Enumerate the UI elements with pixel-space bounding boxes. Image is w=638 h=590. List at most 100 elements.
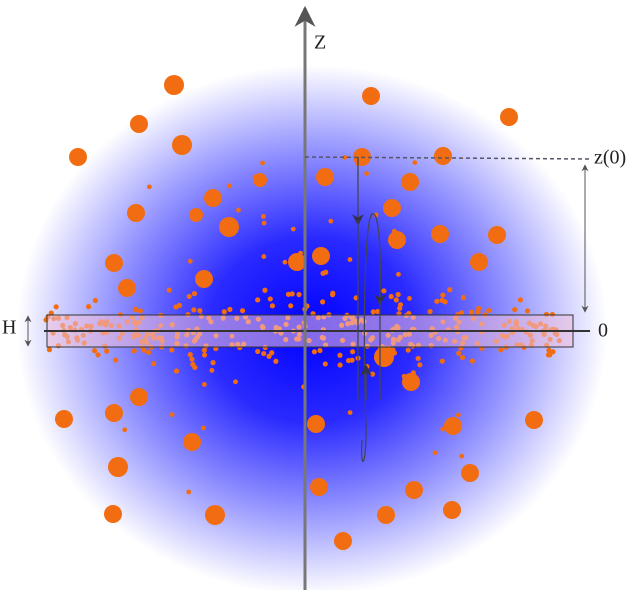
star <box>410 370 416 376</box>
star <box>130 115 148 133</box>
star <box>236 207 241 213</box>
star <box>255 348 261 355</box>
star <box>500 108 518 126</box>
star <box>233 379 238 385</box>
star <box>342 155 348 160</box>
star <box>498 347 504 353</box>
star <box>388 293 394 300</box>
star <box>432 450 438 456</box>
star <box>316 168 334 186</box>
star <box>461 464 479 482</box>
star <box>443 501 461 519</box>
star <box>267 296 273 302</box>
star <box>95 352 101 358</box>
star <box>186 293 192 300</box>
star <box>350 349 356 355</box>
star <box>195 270 213 288</box>
star <box>197 308 203 314</box>
star <box>191 291 198 297</box>
star <box>201 352 208 358</box>
star <box>48 310 54 316</box>
star <box>55 410 73 428</box>
star <box>92 297 98 304</box>
star <box>131 348 137 354</box>
star <box>183 433 201 451</box>
star <box>374 347 394 367</box>
star <box>313 426 318 432</box>
star <box>337 362 343 368</box>
star <box>104 505 122 523</box>
star <box>273 358 279 364</box>
star <box>91 348 98 354</box>
star <box>288 253 306 271</box>
star <box>374 355 380 362</box>
star <box>391 228 397 234</box>
star <box>261 254 267 259</box>
star <box>311 349 318 355</box>
star <box>330 292 336 298</box>
star <box>204 189 222 207</box>
star <box>312 247 330 265</box>
star <box>370 309 376 315</box>
star <box>255 297 261 303</box>
star <box>288 303 294 309</box>
star <box>108 457 128 477</box>
star <box>269 303 276 309</box>
star <box>439 297 445 303</box>
star <box>375 308 381 315</box>
star <box>369 371 376 377</box>
h-label: H <box>2 317 16 339</box>
star <box>151 361 157 367</box>
star <box>200 425 206 431</box>
star <box>431 225 449 243</box>
star <box>546 347 552 353</box>
star <box>310 478 328 496</box>
star <box>307 415 325 433</box>
star <box>262 287 268 293</box>
star <box>347 410 353 415</box>
star <box>146 184 152 190</box>
star <box>190 362 196 368</box>
star <box>323 269 329 275</box>
zero-label: 0 <box>598 320 608 342</box>
star <box>459 453 465 459</box>
star <box>402 373 420 391</box>
star <box>417 362 423 368</box>
star <box>53 304 59 310</box>
star <box>469 358 475 364</box>
star <box>252 174 258 180</box>
star <box>395 291 401 298</box>
star <box>145 349 152 356</box>
star <box>447 287 453 293</box>
star <box>130 388 148 406</box>
star <box>434 298 440 304</box>
star <box>285 291 292 297</box>
star <box>186 489 192 495</box>
star <box>517 297 523 303</box>
star <box>524 308 531 314</box>
star <box>405 481 423 499</box>
star <box>395 236 400 242</box>
star <box>396 271 401 277</box>
star <box>476 305 482 312</box>
star <box>260 160 265 166</box>
z0-line <box>304 156 591 160</box>
star <box>105 254 123 272</box>
star <box>545 352 551 358</box>
star <box>458 310 465 316</box>
orbit <box>352 157 386 462</box>
star <box>221 309 227 315</box>
star <box>377 506 395 524</box>
star <box>439 358 445 364</box>
star <box>322 361 328 367</box>
star <box>105 404 123 422</box>
star <box>261 350 267 357</box>
star <box>282 259 288 265</box>
star <box>460 294 467 301</box>
star <box>169 412 175 418</box>
star <box>444 417 462 435</box>
star <box>393 297 399 303</box>
star <box>260 213 266 219</box>
star <box>226 183 232 189</box>
